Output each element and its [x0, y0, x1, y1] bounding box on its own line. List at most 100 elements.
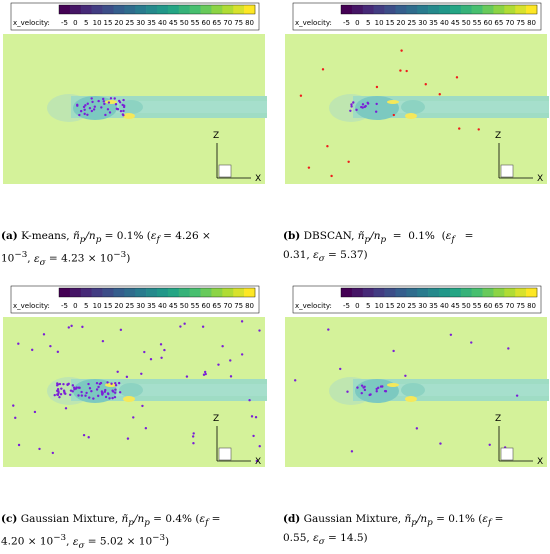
- colorbar-swatch: [384, 5, 396, 14]
- sample-point: [327, 328, 330, 331]
- colorbar-swatch: [449, 5, 462, 14]
- colorbar-swatch: [113, 288, 125, 297]
- colorbar-swatch: [80, 288, 92, 297]
- sample-point: [179, 325, 182, 328]
- colorbar-swatch: [460, 5, 472, 14]
- colorbar-swatch: [200, 5, 212, 14]
- colorbar-swatch: [417, 288, 429, 297]
- colorbar-swatch: [471, 5, 483, 14]
- sample-point: [360, 391, 363, 395]
- colorbar-swatch: [233, 5, 245, 14]
- colorbar-label: x_velocity:: [295, 19, 332, 27]
- colorbar-swatch: [244, 5, 256, 14]
- colorbar-tick-label: 10: [375, 19, 384, 27]
- sample-point: [229, 375, 233, 378]
- colorbar-border: [58, 4, 256, 15]
- sample-point: [53, 393, 56, 397]
- sample-point: [363, 105, 367, 109]
- sample-point: [404, 374, 407, 377]
- caption-label: (b): [283, 230, 301, 242]
- sample-point: [352, 101, 355, 104]
- sample-point: [192, 441, 195, 445]
- sample-point: [82, 433, 86, 437]
- axis-triad: Z X: [495, 131, 543, 184]
- sample-point: [33, 410, 37, 414]
- sample-point: [118, 391, 122, 394]
- sample-point: [106, 392, 110, 395]
- sample-point: [221, 345, 224, 348]
- caption-b: (b) DBSCAN, ñp/np = 0.1% (εf = 0.31, εσ …: [283, 230, 474, 265]
- axis-triad: Z X: [213, 131, 261, 184]
- colorbar-swatch: [157, 5, 169, 14]
- sample-point: [248, 398, 251, 402]
- sample-point: [103, 390, 107, 393]
- axis-x-label: X: [255, 457, 261, 467]
- flow-field-plot: -5 0 5 10 15 20 25 30 35 40 45 50 55 60 65 70 75 80 x_vel…: [283, 0, 549, 222]
- sample-point: [63, 392, 66, 395]
- sample-point: [159, 343, 163, 346]
- sample-point: [86, 113, 89, 116]
- colorbar-swatch: [493, 288, 505, 297]
- colorbar-swatch: [113, 5, 125, 14]
- axis-triad: Z X: [213, 414, 261, 467]
- sample-point: [515, 394, 519, 397]
- colorbar-swatch: [449, 288, 462, 297]
- colorbar-tick-label: 25: [125, 19, 134, 27]
- sample-point: [375, 102, 378, 106]
- colorbar-tick-label: 0: [73, 302, 77, 310]
- colorbar-swatch: [341, 5, 353, 14]
- sample-point: [144, 426, 148, 430]
- colorbar-tick-label: 75: [234, 19, 243, 27]
- sample-point: [258, 329, 261, 332]
- colorbar-swatch: [351, 5, 364, 14]
- caption-label: (d): [283, 513, 301, 525]
- sample-point: [14, 416, 17, 420]
- colorbar-tick-label: 45: [169, 302, 178, 310]
- colorbar-swatch: [244, 288, 256, 297]
- colorbar-tick-label: 20: [396, 302, 405, 310]
- sample-point: [71, 384, 75, 387]
- colorbar-label: x_velocity:: [13, 302, 50, 310]
- sample-point: [149, 358, 153, 361]
- sample-point: [118, 101, 122, 104]
- colorbar-swatch: [504, 5, 516, 14]
- sample-point: [122, 109, 125, 113]
- sample-point: [122, 98, 125, 102]
- colorbar-tick-label: 55: [473, 19, 482, 27]
- colorbar-swatch: [91, 288, 103, 297]
- sample-point: [110, 382, 113, 385]
- sample-point: [355, 108, 358, 112]
- colorbar-tick-label: 15: [386, 302, 395, 310]
- sample-point: [30, 348, 34, 352]
- sample-point: [126, 437, 130, 440]
- sample-point: [84, 104, 87, 107]
- sample-point: [400, 49, 403, 52]
- sample-point: [77, 386, 81, 389]
- colorbar-border: [340, 4, 538, 15]
- sample-point: [38, 447, 41, 451]
- colorbar-tick-label: 50: [462, 19, 471, 27]
- sample-point: [114, 103, 118, 106]
- sample-point: [88, 387, 92, 390]
- colorbar-swatch: [189, 5, 201, 14]
- sample-point: [293, 379, 297, 382]
- sample-point: [99, 381, 103, 385]
- sample-point: [93, 105, 97, 108]
- sample-point: [17, 443, 21, 447]
- colorbar-swatch: [233, 288, 245, 297]
- sample-point: [350, 105, 353, 108]
- sample-point: [42, 333, 46, 336]
- sample-point: [374, 110, 378, 113]
- colorbar-tick-label: 5: [84, 19, 88, 27]
- colorbar-label: x_velocity:: [13, 19, 50, 27]
- colorbar-tick-label: 35: [429, 19, 438, 27]
- colorbar-tick-label: 80: [245, 302, 254, 310]
- sample-point: [449, 333, 453, 336]
- colorbar-tick-label: 0: [73, 19, 77, 27]
- sample-point: [405, 69, 408, 73]
- sample-point: [381, 385, 384, 388]
- sample-point: [488, 443, 491, 446]
- sample-point: [102, 97, 105, 101]
- sample-point: [62, 382, 65, 386]
- colorbar-tick-label: 0: [355, 19, 359, 27]
